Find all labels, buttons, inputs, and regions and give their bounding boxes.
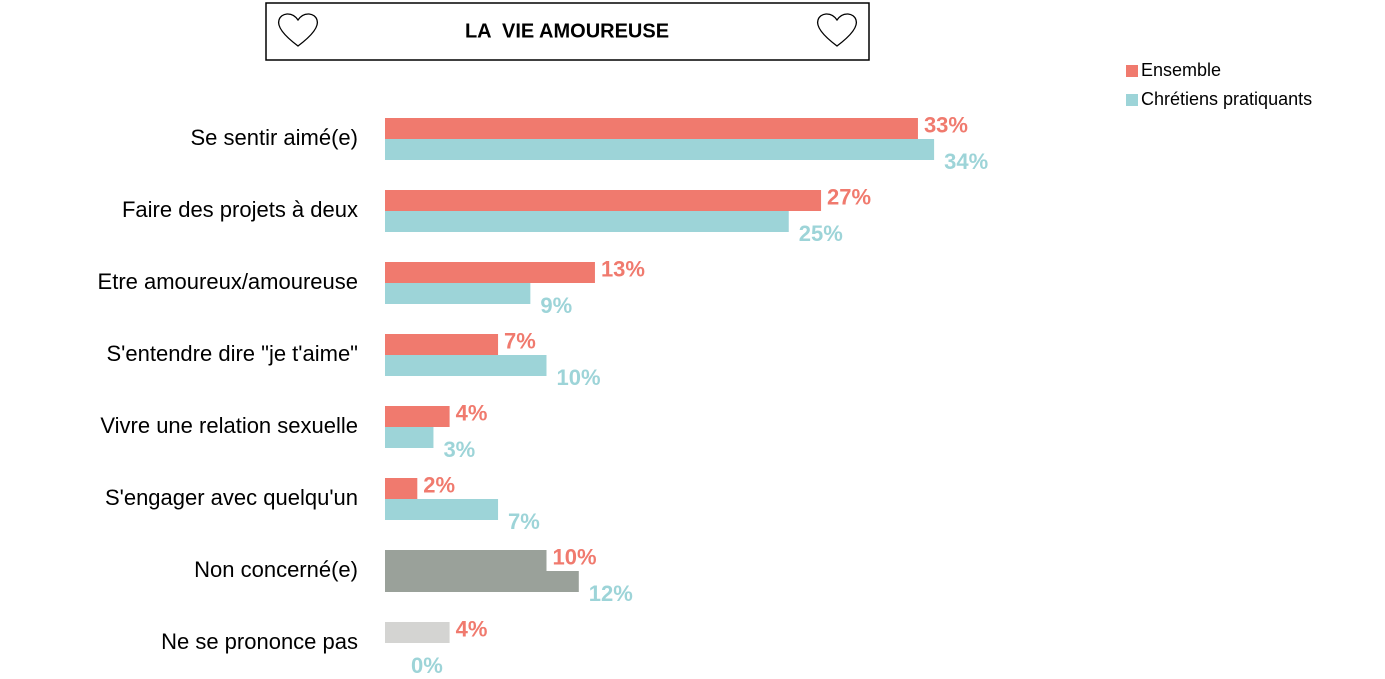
category-label: Faire des projets à deux: [122, 197, 358, 222]
value-label: 0%: [411, 653, 443, 678]
value-label: 7%: [508, 509, 540, 534]
bar: [385, 190, 822, 211]
bar: [385, 211, 789, 232]
legend-label: Ensemble: [1141, 60, 1221, 80]
bar: [385, 571, 579, 592]
value-label: 33%: [924, 112, 968, 137]
legend-swatch: [1126, 94, 1138, 106]
bar: [385, 622, 450, 643]
category-label: S'entendre dire "je t'aime": [107, 341, 359, 366]
category-label: Etre amoureux/amoureuse: [98, 269, 358, 294]
value-label: 10%: [557, 365, 601, 390]
value-label: 10%: [553, 544, 597, 569]
bar: [385, 478, 418, 499]
value-label: 9%: [540, 293, 572, 318]
bar: [385, 283, 531, 304]
value-label: 25%: [799, 221, 843, 246]
legend-swatch: [1126, 65, 1138, 77]
chart-title: LA VIE AMOUREUSE: [465, 20, 669, 42]
bar: [385, 355, 547, 376]
category-label: Non concerné(e): [194, 557, 358, 582]
bar: [385, 499, 499, 520]
category-label: Se sentir aimé(e): [190, 125, 358, 150]
category-label: S'engager avec quelqu'un: [105, 485, 358, 510]
heart-icon: [816, 13, 858, 47]
bar: [385, 139, 935, 160]
bar: [385, 118, 918, 139]
category-label: Ne se prononce pas: [161, 629, 358, 654]
value-label: 12%: [589, 581, 633, 606]
bar: [385, 406, 450, 427]
value-label: 3%: [443, 437, 475, 462]
value-label: 4%: [456, 616, 488, 641]
value-label: 13%: [601, 256, 645, 281]
value-label: 27%: [827, 184, 871, 209]
value-label: 34%: [944, 149, 988, 174]
value-label: 4%: [456, 400, 488, 425]
legend-label: Chrétiens pratiquants: [1141, 89, 1312, 109]
category-label: Vivre une relation sexuelle: [100, 413, 358, 438]
title-box: [265, 2, 870, 61]
bar: [385, 334, 499, 355]
heart-icon: [277, 13, 319, 47]
value-label: 7%: [504, 328, 536, 353]
bar: [385, 262, 595, 283]
bar: [385, 427, 434, 448]
value-label: 2%: [423, 472, 455, 497]
bar: [385, 550, 547, 571]
